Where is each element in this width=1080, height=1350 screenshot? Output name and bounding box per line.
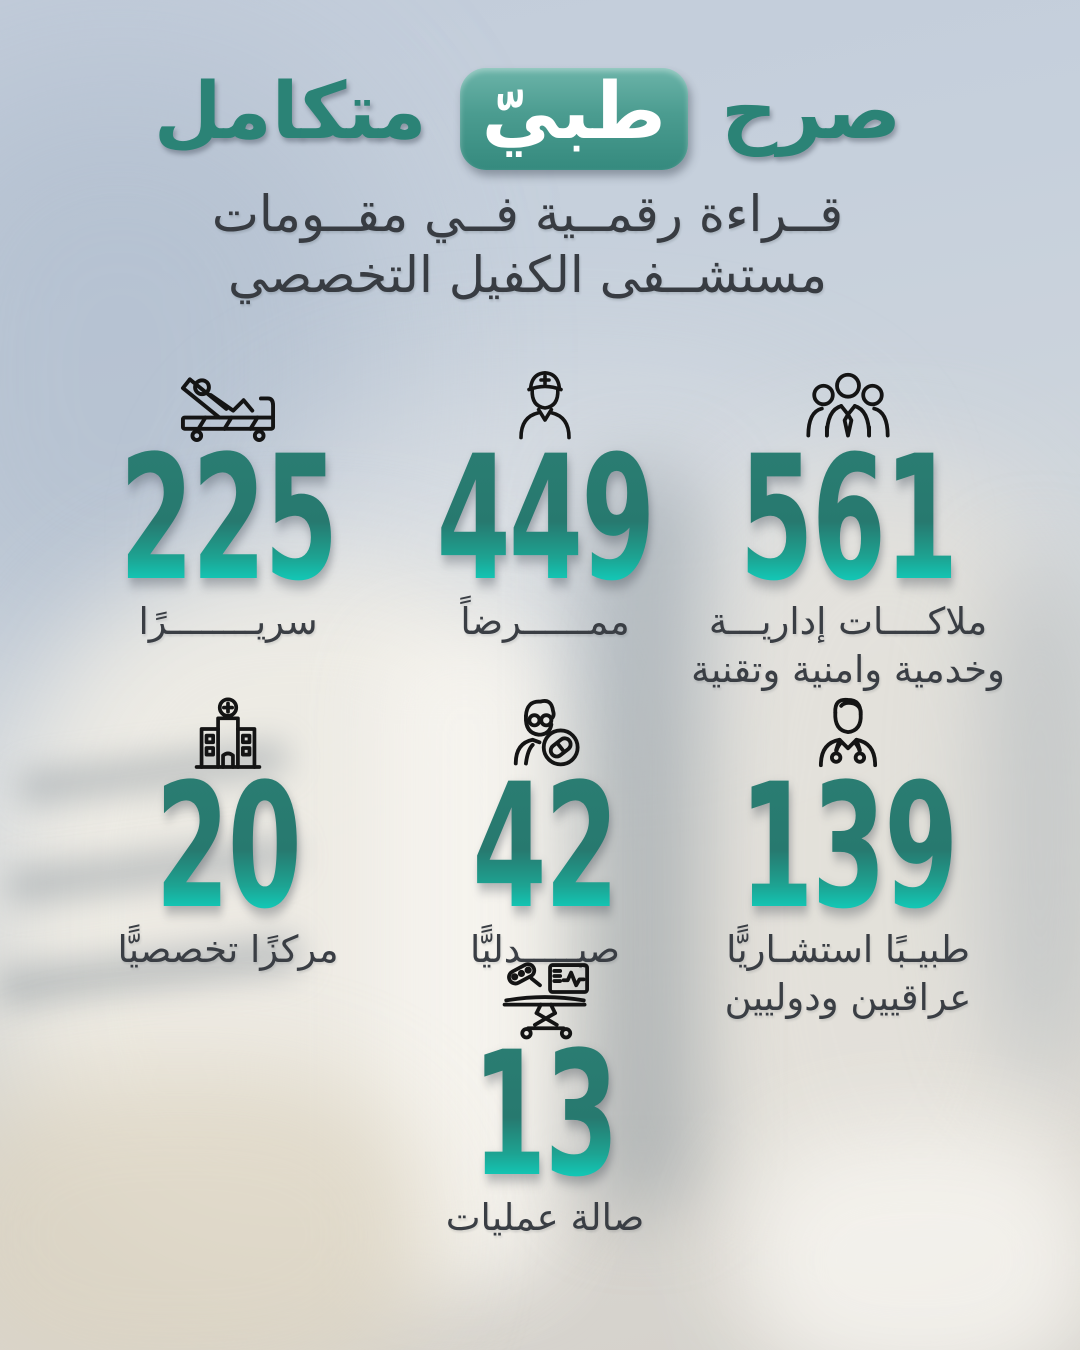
subtitle-line1: قــراءة رقمــية فــي مقــومات: [211, 184, 844, 243]
doctor-icon: [805, 694, 891, 772]
stat-value: 42: [472, 746, 620, 947]
stat-centers: 20 مركزًا تخصصيًّا: [73, 694, 383, 974]
stat-label-line2: وخدمية وامنية وتقنية: [691, 647, 1005, 691]
title-first-word: صرح: [721, 67, 902, 157]
stat-value: 20: [155, 746, 303, 947]
stat-label: سريــــــــرًا: [138, 598, 317, 646]
stat-value: 139: [739, 746, 958, 947]
stat-label: مركزًا تخصصيًّا: [117, 926, 338, 974]
staff-group-icon: [801, 366, 895, 444]
stat-label-line1: سريــــــــرًا: [138, 599, 318, 643]
subtitle: قــراءة رقمــية فــي مقــومات مستشــفى ا…: [140, 184, 915, 306]
stat-label: صيـــــدليًّا: [470, 926, 620, 974]
warm-blob-bottom: [0, 1070, 430, 1350]
stat-label: ممــــــرضاً: [460, 598, 629, 646]
subtitle-line2: مستشــفى الكفيل التخصصي: [228, 245, 827, 304]
stat-nurses: 449 ممــــــرضاً: [390, 366, 700, 646]
stat-beds: 225 سريــــــــرًا: [73, 366, 383, 646]
stat-label-line1: ملاكــــات إداريـــة: [708, 599, 988, 643]
title-last-word: متكامل: [153, 67, 427, 157]
stat-value: 13: [472, 1014, 620, 1215]
stat-label: طبيـبًا استشـاريًّا عراقيين ودوليين: [725, 926, 972, 1022]
stat-value: 561: [739, 418, 958, 619]
hospital-building-icon: [186, 694, 270, 772]
nurse-icon: [504, 366, 586, 444]
operating-table-icon: [493, 962, 597, 1040]
bright-blob-bottom: [740, 1130, 1080, 1350]
page-title: صرح طبيّ متكامل: [140, 64, 915, 170]
stat-label: ملاكــــات إداريـــة وخدمية وامنية وتقني…: [691, 598, 1005, 694]
pharmacist-icon: [500, 694, 590, 772]
title-badge: طبيّ: [459, 67, 688, 170]
stat-label-line1: ممــــــرضاً: [460, 599, 630, 643]
stat-label-line1: مركزًا تخصصيًّا: [117, 927, 339, 971]
stat-label-line1: صيـــــدليًّا: [470, 927, 620, 971]
stat-staff: 561 ملاكــــات إداريـــة وخدمية وامنية و…: [691, 366, 1005, 694]
stat-label: صالة عمليات: [446, 1194, 645, 1242]
hospital-bed-icon: [176, 366, 280, 444]
stat-label-line1: صالة عمليات: [445, 1195, 645, 1239]
header: صرح طبيّ متكامل قــراءة رقمــية فــي مقـ…: [140, 64, 915, 306]
stat-doctors: 139 طبيـبًا استشـاريًّا عراقيين ودوليين: [693, 694, 1003, 1022]
stat-label-line1: طبيـبًا استشـاريًّا: [726, 927, 970, 971]
stat-value: 225: [119, 418, 338, 619]
stat-operating-rooms: 13 صالة عمليات: [390, 962, 700, 1242]
stat-label-line2: عراقيين ودوليين: [724, 975, 972, 1019]
stat-value: 449: [436, 418, 655, 619]
stat-pharmacists: 42 صيـــــدليًّا: [390, 694, 700, 974]
